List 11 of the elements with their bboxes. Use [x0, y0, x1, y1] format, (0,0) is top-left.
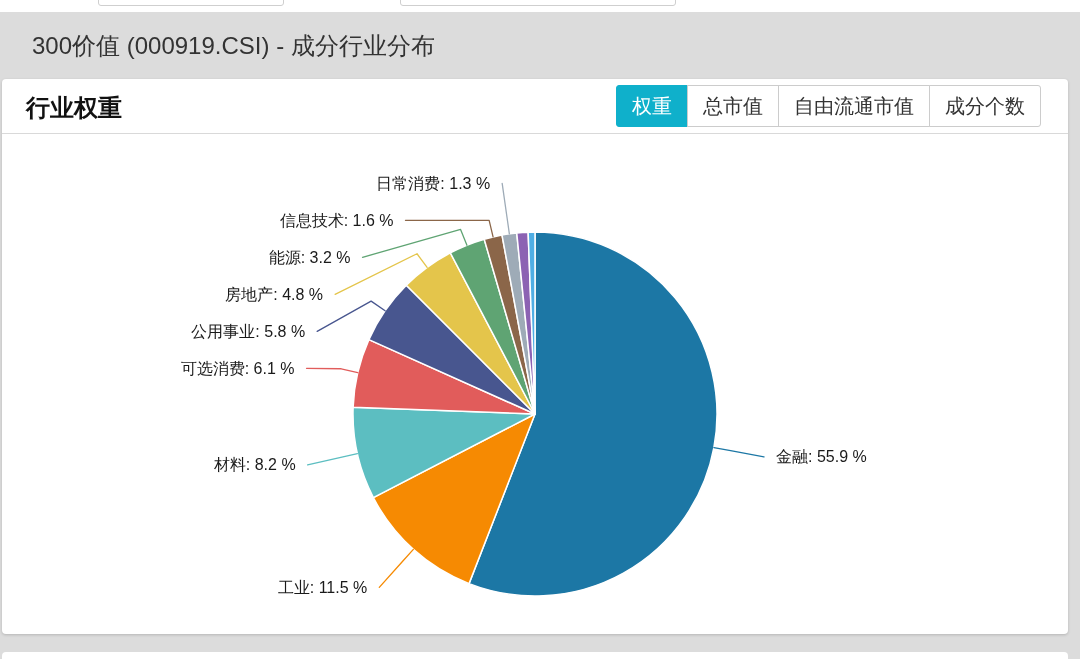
slice-label: 工业: 11.5 %: [277, 578, 368, 596]
chart-subtitle: 行业权重: [26, 93, 122, 123]
slice-label: 金融: 55.9 %: [776, 448, 867, 466]
slice-label: 信息技术: 1.6 %: [279, 211, 394, 229]
slice-label: 公用事业: 5.8 %: [191, 322, 306, 340]
slice-label: 材料: 8.2 %: [212, 456, 296, 474]
slice-label: 日常消费: 1.3 %: [376, 174, 491, 192]
slice-label: 能源: 3.2 %: [268, 248, 351, 266]
chart-title: 300价值 (000919.CSI) - 成分行业分布: [32, 31, 435, 61]
slice-label: 可选消费: 6.1 %: [180, 359, 295, 377]
slice-label: 房地产: 4.8 %: [225, 285, 324, 303]
